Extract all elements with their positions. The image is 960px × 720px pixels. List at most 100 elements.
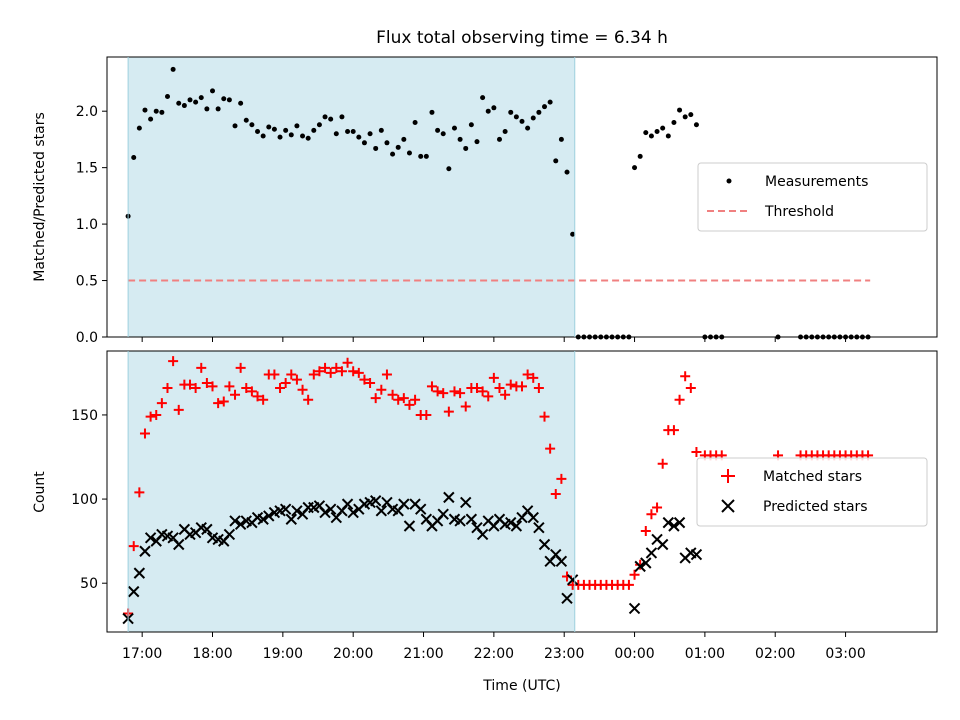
predicted-star-point [634,560,646,573]
x-tick-label: 03:00 [825,646,865,662]
matched-star-point [381,369,392,380]
measurement-point [406,150,412,156]
matched-star-point [517,381,527,392]
legend-measurement-dot-icon [726,178,732,184]
matched-star-point [393,394,404,405]
top-axes-frame [106,56,938,338]
measurement-point [153,108,159,114]
measurement-point [148,116,154,122]
legend-measurements-label: Measurements [765,174,868,190]
measurement-point [260,133,266,139]
measurement-point [204,106,210,112]
measurement-point [339,114,345,120]
measurement-point [210,88,216,94]
matched-star-point [258,394,269,405]
predicted-star-point [673,516,686,529]
measurement-point [221,96,227,102]
bottom-y-axis-label: Count [32,471,48,513]
matched-star-point [488,372,499,383]
matched-star-point [207,381,218,392]
matched-star-point [410,394,421,405]
bottom-legend: Matched stars Predicted stars [696,457,928,527]
measurement-point [474,139,480,145]
x-tick-label: 23:00 [544,646,584,662]
measurement-point [553,158,559,164]
matched-star-point [550,489,561,500]
matched-star-point [162,383,173,394]
matched-star-point [455,388,466,399]
measurement-point [316,122,322,128]
matched-star-point [342,357,353,368]
bottom-highlight-region [128,351,575,632]
predicted-star-point [566,574,579,586]
matched-star-point [252,391,263,402]
predicted-star-point [133,567,146,579]
bottom-y-ticks: 50 100 150 [71,408,107,592]
predicted-star-point [201,523,213,536]
measurement-point [255,129,261,135]
measurement-point [215,106,221,112]
measurement-point [277,134,283,140]
measurement-point [496,136,502,142]
measurement-point [164,94,170,100]
predicted-star-point [324,503,337,515]
bottom-panel: 50 100 150 17:00 18:00 19:00 20:00 21:00 22:00 2… [71,350,938,662]
matched-star-point [432,386,443,397]
measurement-point [159,109,165,115]
matched-star-point [443,406,454,417]
measurement-point [637,153,643,159]
matched-star-point [218,396,229,407]
matched-star-point [556,473,567,484]
measurement-point [198,95,204,101]
matched-star-point [545,443,556,454]
predicted-star-point [369,495,382,507]
top-y-ticks: 0.0 0.5 1.0 1.5 2.0 [76,104,107,346]
measurement-point [333,131,339,137]
y-tick-label: 0.0 [76,330,98,346]
predicted-star-point [645,547,658,559]
matched-star-point [275,383,286,394]
predicted-star-point [555,555,568,568]
measurement-point [468,122,474,128]
x-tick-label: 18:00 [192,646,232,662]
measurement-point [435,127,441,133]
measurement-point [305,135,311,141]
measurement-point [660,125,666,131]
measurement-point [390,151,396,157]
measurement-point [401,136,407,142]
matched-star-point [376,384,387,395]
measurement-point [485,108,491,114]
matched-star-point [370,393,381,404]
matched-star-point [449,386,460,397]
matched-star-point [156,398,167,409]
measurement-point [632,165,638,171]
x-tick-label: 21:00 [403,646,443,662]
x-tick-label: 02:00 [755,646,795,662]
predicted-star-point [139,545,151,557]
top-highlight-region [128,57,575,337]
matched-star-point [139,428,150,439]
measurement-point [311,127,317,133]
predicted-star-point [128,585,140,598]
matched-star-point [291,374,302,385]
predicted-star-point [285,513,297,525]
top-y-axis-label: Matched/Predicted stars [32,112,48,282]
matched-star-point [365,377,376,388]
matched-star-point [652,502,663,513]
matched-star-point [128,541,139,552]
predicted-star-point [656,538,669,551]
matched-star-point [190,383,201,394]
matched-star-point [224,381,235,392]
measurement-point [480,95,486,101]
predicted-star-point [291,505,303,517]
predicted-star-point [443,491,455,504]
predicted-star-point [538,538,551,551]
measurement-point [367,131,373,137]
measurement-point [423,153,429,159]
chart-title: Flux total observing time = 6.34 h [376,28,668,48]
predicted-star-point [415,503,427,515]
measurement-point [328,116,334,122]
predicted-star-point [505,516,517,529]
measurement-point [288,132,294,138]
measurement-point [547,99,553,105]
